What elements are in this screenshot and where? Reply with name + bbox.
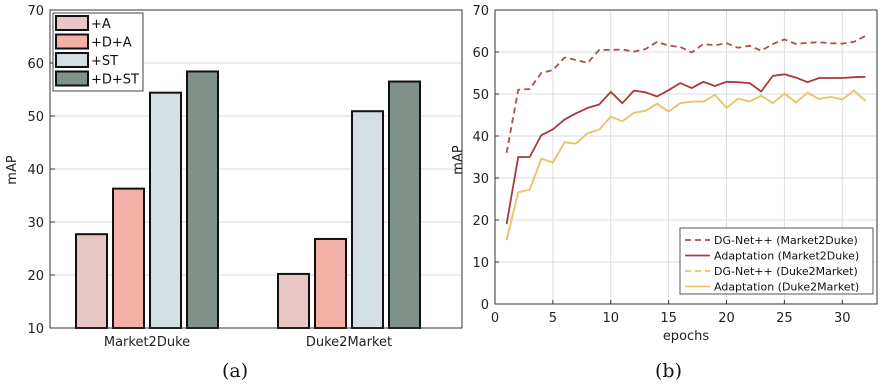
line-x-tick-label: 5 (549, 311, 557, 326)
bar-y-tick-label: 20 (27, 269, 44, 284)
bar-y-tick-label: 50 (27, 110, 44, 125)
line-y-tick-label: 20 (472, 214, 489, 229)
bar-plus-Dplus-ST-market2duke (186, 70, 219, 329)
bar-chart-panel: 10 20 30 40 50 60 70 Market2Duke Duke2Market mAP… (5, 4, 463, 382)
line-chart-frame (494, 9, 878, 305)
line-y-tick-label: 50 (472, 88, 489, 103)
bar-y-tick-label: 30 (27, 216, 44, 231)
line-x-tick-label: 0 (491, 311, 499, 326)
bar-plus-Dplus-A-duke2market (314, 237, 347, 330)
bar-legend-label: +A (91, 17, 111, 32)
line-series-adaptation-market2duke (505, 73, 866, 225)
bar-plus-A-duke2market (277, 272, 310, 330)
bar-legend-label: +D+ST (91, 73, 139, 88)
line-y-tick-label: 0 (481, 298, 489, 313)
line-series-dg-net-duke2market (505, 89, 866, 241)
line-x-tick-label: 15 (660, 311, 677, 326)
bar-legend-swatch (55, 15, 89, 31)
line-legend-label: DG-Net++ (Duke2Market) (714, 265, 858, 278)
bar-y-axis-label: mAP (5, 155, 20, 185)
bar-legend-label: +ST (91, 54, 118, 69)
line-series-dg-net-market2duke (505, 35, 866, 153)
bar-y-tick-label: 40 (27, 163, 44, 178)
bar-y-tick-label: 10 (27, 322, 44, 337)
line-series-adaptation-duke2market (505, 89, 866, 241)
line-legend-label: Adaptation (Duke2Market) (714, 281, 859, 294)
bar-y-tick-label: 60 (27, 57, 44, 72)
line-legend-box (679, 227, 874, 295)
line-x-tick-label: 10 (602, 311, 619, 326)
bar-category-label: Market2Duke (104, 335, 190, 350)
line-x-axis-label: epochs (663, 329, 710, 344)
line-chart-panel: 0 10 20 30 40 50 60 70 0 5 10 15 20 25 30 epochs mAP D… (451, 4, 878, 382)
line-x-tick-label: 25 (776, 311, 793, 326)
line-y-tick-label: 30 (472, 172, 489, 187)
bar-plus-A-market2duke (75, 233, 108, 329)
line-y-tick-label: 60 (472, 46, 489, 61)
caption-b: (b) (655, 360, 682, 382)
line-legend-label: DG-Net++ (Market2Duke) (714, 234, 858, 247)
bar-legend-label: +D+A (91, 36, 132, 51)
line-y-tick-label: 40 (472, 130, 489, 145)
caption-a: (a) (222, 360, 248, 382)
bar-plus-Dplus-ST-duke2market (388, 80, 421, 329)
bar-plus-ST-market2duke (149, 91, 182, 330)
line-x-tick-label: 30 (834, 311, 851, 326)
bar-category-label: Duke2Market (306, 335, 392, 350)
bar-legend-swatch (55, 70, 89, 87)
bar-plus-Dplus-A-market2duke (112, 187, 145, 329)
line-y-tick-label: 70 (472, 4, 489, 19)
line-y-axis-label: mAP (451, 145, 466, 175)
line-x-tick-label: 20 (718, 311, 735, 326)
line-legend-label: Adaptation (Market2Duke) (714, 250, 859, 263)
bar-plus-ST-duke2market (351, 110, 384, 330)
bar-y-tick-label: 70 (27, 4, 44, 19)
bar-legend-swatch (55, 52, 89, 68)
bar-legend-swatch (55, 33, 89, 50)
line-y-tick-label: 10 (472, 256, 489, 271)
